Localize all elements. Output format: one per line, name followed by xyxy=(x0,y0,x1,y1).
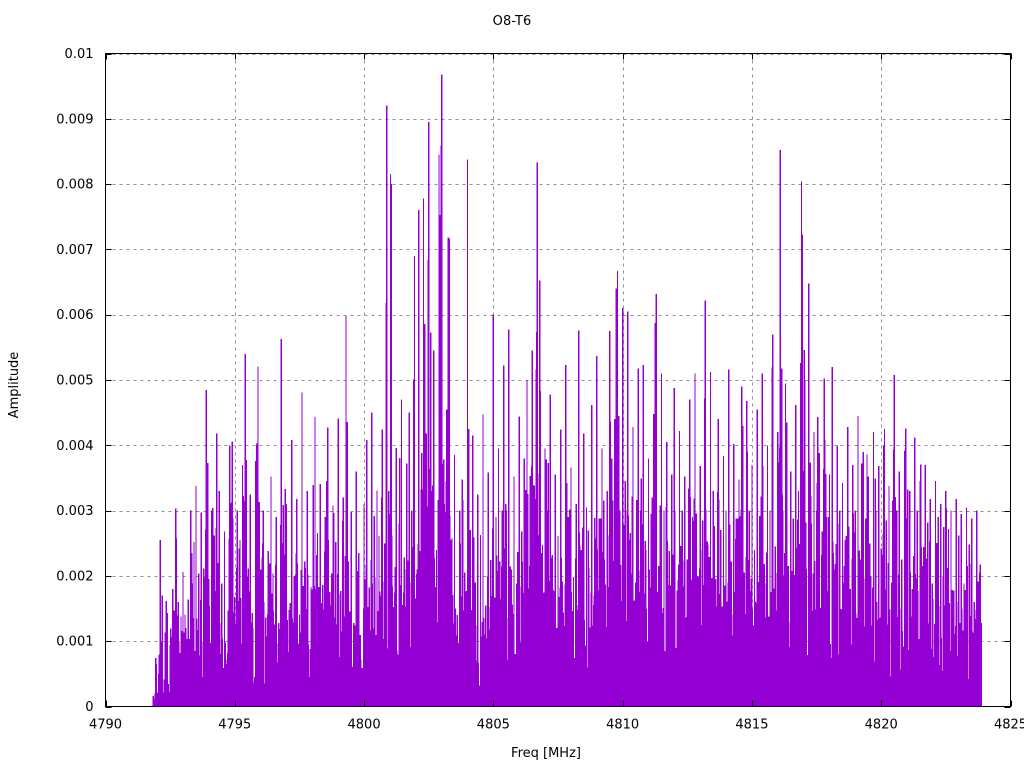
y-tick-label: 0.007 xyxy=(56,243,93,258)
x-tick-label: 4820 xyxy=(865,718,898,733)
y-tick-label: 0.004 xyxy=(56,439,93,454)
x-tick-label: 4790 xyxy=(89,718,122,733)
x-tick-labels: 4790 4795 4800 4805 4810 4815 4820 4825 xyxy=(89,718,1024,733)
tick-marks xyxy=(105,53,1013,709)
y-tick-label: 0.008 xyxy=(56,178,93,193)
y-axis-title: Amplitude xyxy=(7,352,22,419)
y-tick-label: 0.01 xyxy=(65,47,94,62)
y-tick-label: 0.003 xyxy=(56,504,93,519)
x-tick-label: 4825 xyxy=(994,718,1024,733)
x-tick-label: 4815 xyxy=(735,718,768,733)
y-tick-label: 0.001 xyxy=(56,635,93,650)
x-tick-label: 4795 xyxy=(218,718,251,733)
x-axis-title: Freq [MHz] xyxy=(511,746,581,761)
y-tick-label: 0.009 xyxy=(56,112,93,127)
data-series xyxy=(152,74,983,707)
y-tick-labels: 0 0.001 0.002 0.003 0.004 0.005 0.006 0.007 0.00… xyxy=(56,47,93,715)
x-tick-label: 4805 xyxy=(477,718,510,733)
x-tick-label: 4800 xyxy=(348,718,381,733)
page-title: O8-T6 xyxy=(492,14,532,29)
y-tick-label: 0.006 xyxy=(56,308,93,323)
x-tick-label: 4810 xyxy=(606,718,639,733)
y-tick-label: 0.005 xyxy=(56,374,93,389)
y-tick-label: 0.002 xyxy=(56,569,93,584)
y-tick-label: 0 xyxy=(85,700,93,715)
